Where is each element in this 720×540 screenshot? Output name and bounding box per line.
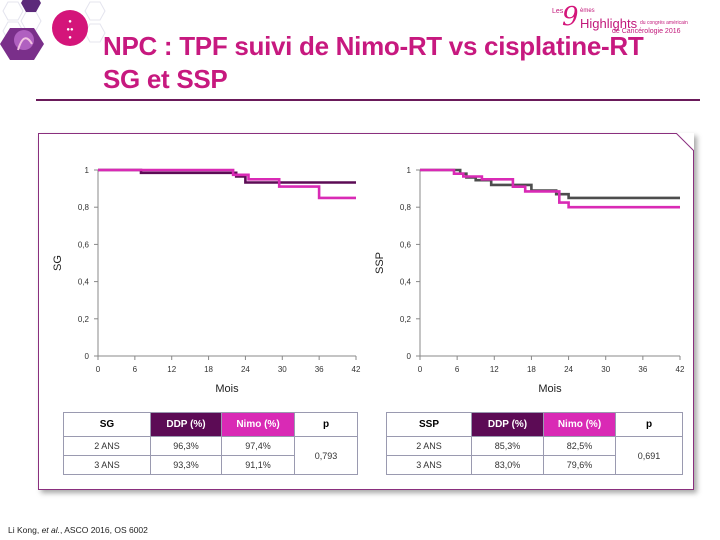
- table-header-row: SSP DDP (%) Nimo (%) p: [386, 412, 683, 437]
- x-tick-label: 18: [204, 365, 213, 374]
- slide-title: NPC : TPF suivi de Nimo-RT vs cisplatine…: [103, 30, 644, 96]
- y-tick-label: 0,8: [400, 203, 412, 212]
- table-cell: 2 ANS: [63, 436, 151, 456]
- table-cell: 3 ANS: [63, 455, 151, 475]
- logo-subtitle-1: du congrès américain: [640, 20, 688, 26]
- table-header-p: p: [294, 412, 358, 437]
- table-ssp: SSP DDP (%) Nimo (%) p 2 ANS 85,3% 82,5%…: [386, 412, 683, 475]
- table-header-nimo: Nimo (%): [221, 412, 295, 437]
- table-cell: 2 ANS: [386, 436, 472, 456]
- table-header-row: SG DDP (%) Nimo (%) p: [63, 412, 358, 437]
- y-tick-label: 1: [407, 166, 412, 175]
- title-divider: [36, 99, 700, 101]
- table-sg: SG DDP (%) Nimo (%) p 2 ANS 96,3% 97,4% …: [63, 412, 358, 475]
- x-tick-label: 42: [676, 365, 685, 374]
- y-tick-label: 0,6: [78, 240, 90, 249]
- table-cell: 91,1%: [221, 455, 295, 475]
- y-tick-label: 0: [407, 352, 412, 361]
- logo-nine-text: 9: [562, 2, 579, 32]
- table-cell: 93,3%: [150, 455, 222, 475]
- charts-panel: 0 0,2 0,4 0,6 0,8 1 0 6 12 18 24 30 36 42 Mois SG 0 0,2 0…: [38, 133, 694, 490]
- x-tick-label: 24: [241, 365, 250, 374]
- table-cell: 83,0%: [471, 455, 544, 475]
- logo-highlights-text: Highlights: [580, 16, 638, 31]
- table-header-cell: SSP: [386, 412, 472, 437]
- footnote-etal: et al.: [41, 525, 60, 535]
- table-row: 2 ANS 85,3% 82,5% 0,691: [386, 436, 683, 475]
- table-row: 2 ANS 96,3% 97,4% 0,793: [63, 436, 358, 475]
- citation-footnote: Li Kong, et al., ASCO 2016, OS 6002: [8, 525, 148, 535]
- x-axis-label: Mois: [215, 383, 239, 395]
- table-row: 3 ANS 93,3% 91,1%: [63, 455, 358, 475]
- table-cell: 3 ANS: [386, 455, 472, 475]
- chart-sg: 0 0,2 0,4 0,6 0,8 1 0 6 12 18 24 30 36 42 Mois SG: [52, 166, 361, 395]
- x-tick-label: 18: [527, 365, 536, 374]
- x-tick-label: 12: [490, 365, 499, 374]
- y-tick-label: 1: [85, 166, 90, 175]
- table-cell: 82,5%: [543, 436, 616, 456]
- chart-ssp: 0 0,2 0,4 0,6 0,8 1 0 6 12 18 24 30 36 42 Mois SSP: [374, 166, 685, 395]
- table-header-cell: SG: [63, 412, 151, 437]
- table-header-p: p: [615, 412, 683, 437]
- table-cell-p-value: 0,793: [294, 436, 358, 475]
- x-tick-label: 42: [352, 365, 361, 374]
- table-cell: 97,4%: [221, 436, 295, 456]
- table-cell-p-value: 0,691: [615, 436, 683, 475]
- table-header-ddp: DDP (%): [471, 412, 544, 437]
- y-tick-label: 0,6: [400, 240, 412, 249]
- logo-les-text: Les: [552, 8, 564, 15]
- conference-badge-logo: ● ●● ●: [52, 10, 88, 46]
- x-tick-label: 30: [601, 365, 610, 374]
- series-line-2: [98, 168, 356, 200]
- y-tick-label: 0,4: [400, 278, 412, 287]
- panel-corner-decoration: [676, 133, 694, 151]
- x-axis-label: Mois: [538, 383, 562, 395]
- hexagon-pattern-decoration: [0, 0, 106, 60]
- logo-subtitle-2: de Cancérologie 2016: [612, 28, 681, 35]
- series-line-2: [420, 168, 680, 209]
- x-tick-label: 30: [278, 365, 287, 374]
- y-axis-label: SSP: [374, 252, 386, 274]
- logo-emes-text: èmes: [580, 8, 595, 14]
- y-tick-label: 0,2: [78, 315, 90, 324]
- highlights-logo: Les 9 èmes Highlights du congrès américa…: [552, 2, 712, 44]
- x-tick-label: 6: [133, 365, 138, 374]
- footnote-author: Li Kong,: [8, 525, 42, 535]
- x-tick-label: 6: [455, 365, 460, 374]
- table-cell: 79,6%: [543, 455, 616, 475]
- y-tick-label: 0: [85, 352, 90, 361]
- table-header-nimo: Nimo (%): [543, 412, 616, 437]
- table-row: 3 ANS 83,0% 79,6%: [386, 455, 683, 475]
- x-tick-label: 24: [564, 365, 573, 374]
- x-tick-label: 0: [418, 365, 423, 374]
- table-cell: 96,3%: [150, 436, 222, 456]
- table-header-ddp: DDP (%): [150, 412, 222, 437]
- table-cell: 85,3%: [471, 436, 544, 456]
- x-tick-label: 36: [638, 365, 647, 374]
- slide-title-line1: NPC : TPF suivi de Nimo-RT vs cisplatine…: [103, 31, 644, 61]
- y-tick-label: 0,8: [78, 203, 90, 212]
- x-tick-label: 36: [315, 365, 324, 374]
- y-tick-label: 0,4: [78, 278, 90, 287]
- slide-title-line2: SG et SSP: [103, 64, 228, 94]
- x-tick-label: 0: [96, 365, 101, 374]
- footnote-source: , ASCO 2016, OS 6002: [60, 525, 148, 535]
- y-tick-label: 0,2: [400, 315, 412, 324]
- x-tick-label: 12: [167, 365, 176, 374]
- y-axis-label: SG: [52, 255, 64, 271]
